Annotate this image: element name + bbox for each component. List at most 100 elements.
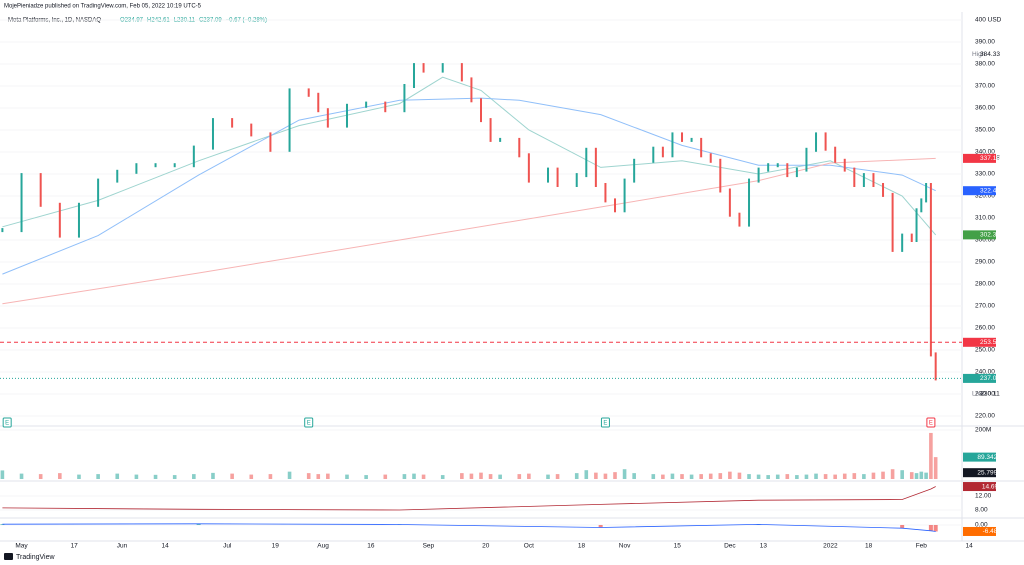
price-bar	[39, 173, 42, 207]
price-bar	[843, 158, 846, 172]
volume-bar	[345, 474, 349, 479]
price-bar	[58, 202, 61, 238]
volume-bar	[933, 457, 938, 479]
price-bar	[594, 147, 597, 187]
price-bar	[384, 101, 387, 113]
price-tag-label: 230.11	[980, 390, 1000, 397]
price-bar	[547, 167, 550, 183]
price-tag-label: 384.33	[980, 51, 1000, 58]
price-bar	[633, 158, 636, 183]
volume-bar	[594, 472, 598, 479]
price-bar	[326, 108, 329, 128]
earnings-marker	[600, 417, 610, 428]
publish-header: MojePieniadze published on TradingView.c…	[4, 4, 202, 10]
y-tick-label: 290.00	[975, 259, 995, 266]
volume-bar	[0, 470, 5, 479]
volume-bar	[584, 470, 589, 479]
x-tick-label: May	[15, 543, 28, 550]
price-bar	[20, 173, 23, 233]
price-tag-label: 14.69	[982, 483, 999, 490]
macd-histogram-bar	[0, 524, 5, 525]
volume-bar	[632, 473, 636, 479]
symbol-title: Meta Platforms, Inc., 1D, NASDAQ	[8, 18, 101, 24]
y-tick-label: 8.00	[975, 507, 988, 514]
volume-bar	[814, 473, 818, 479]
y-tick-label: 400 USD	[975, 17, 1002, 24]
x-tick-label: Aug	[317, 543, 329, 550]
price-bar	[700, 137, 703, 158]
volume-bar	[613, 472, 617, 479]
price-bar	[805, 147, 808, 172]
volume-bar	[914, 473, 919, 479]
price-bar	[623, 178, 626, 213]
earnings-label: E	[5, 421, 9, 427]
earnings-label: E	[603, 421, 607, 427]
price-bar	[518, 137, 521, 158]
x-tick-label: 20	[482, 543, 490, 550]
volume-bar	[775, 474, 780, 479]
quote-value: O234.97	[120, 18, 144, 24]
volume-bar	[862, 474, 866, 479]
price-bar	[925, 183, 928, 203]
volume-bar	[871, 472, 876, 479]
price-bar	[269, 132, 272, 152]
indicator-line	[2, 486, 936, 511]
y-tick-label: 360.00	[975, 105, 995, 112]
volume-bar	[479, 472, 483, 479]
volume-bar	[517, 474, 522, 479]
price-bar	[882, 183, 885, 197]
price-tag-label: 337.10	[980, 155, 1000, 162]
y-tick-label: 260.00	[975, 325, 995, 332]
volume-bar	[546, 474, 550, 479]
y-tick-label: 350.00	[975, 127, 995, 134]
price-bar	[767, 163, 770, 172]
price-bar	[920, 198, 923, 213]
logo-icon	[4, 553, 13, 560]
price-bar	[556, 167, 559, 187]
x-tick-label: Jun	[117, 543, 128, 550]
price-tag	[963, 482, 996, 492]
x-tick-label: 18	[578, 543, 586, 550]
y-tick-label: 300.00	[975, 237, 995, 244]
macd-histogram-bar	[900, 525, 905, 529]
volume-bar	[469, 473, 474, 479]
price-bar	[77, 202, 80, 238]
volume-bar	[115, 473, 120, 479]
y-tick-label: 200M	[975, 427, 991, 434]
x-tick-label: 13	[760, 543, 768, 550]
price-bar	[116, 169, 119, 183]
price-bar	[345, 103, 348, 128]
volume-bar	[756, 474, 761, 479]
y-tick-label: 250.00	[975, 347, 995, 354]
volume-bar	[881, 471, 885, 479]
volume-bar	[823, 474, 828, 479]
volume-bar	[747, 474, 751, 479]
volume-bar	[440, 475, 445, 479]
volume-bar	[795, 475, 799, 479]
volume-bar	[287, 471, 292, 479]
earnings-marker	[2, 417, 12, 428]
price-bar	[872, 173, 875, 187]
price-bar	[470, 77, 473, 103]
price-bar	[489, 118, 492, 142]
price-tag-label: 25.799M	[977, 469, 1002, 476]
volume-bar	[804, 474, 809, 479]
price-bar	[934, 352, 937, 381]
macd-histogram-bar	[928, 525, 933, 531]
price-bar	[709, 153, 712, 163]
volume-bar	[699, 474, 703, 479]
price-tag	[963, 452, 996, 462]
y-tick-label: 280.00	[975, 281, 995, 288]
price-tag	[963, 186, 996, 196]
volume-bar	[680, 474, 684, 479]
moving-average	[2, 157, 936, 305]
volume-bar	[316, 474, 321, 479]
price-bar	[365, 101, 368, 108]
macd-histogram-bar	[933, 525, 938, 532]
x-tick-label: 16	[367, 543, 375, 550]
x-tick-label: 17	[71, 543, 79, 550]
volume-bar	[326, 473, 330, 479]
volume-bar	[785, 474, 790, 479]
volume-bar	[929, 432, 933, 479]
price-bar	[211, 118, 214, 150]
